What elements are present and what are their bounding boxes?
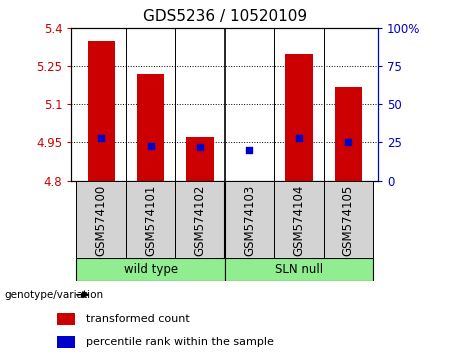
Title: GDS5236 / 10520109: GDS5236 / 10520109 [142,9,307,24]
Text: GSM574105: GSM574105 [342,184,355,256]
Point [246,147,253,153]
Text: SLN null: SLN null [275,263,323,276]
Bar [186,137,213,181]
Bar [77,181,126,258]
Point [97,135,105,141]
Text: GSM574100: GSM574100 [95,184,107,256]
Text: GSM574104: GSM574104 [292,184,305,256]
Bar [126,181,175,258]
Bar [225,258,373,281]
Bar [57,313,76,325]
Bar [137,74,164,181]
Text: wild type: wild type [124,263,177,276]
Bar [285,54,313,181]
Point [196,144,204,150]
Text: transformed count: transformed count [86,314,189,324]
Text: genotype/variation: genotype/variation [5,290,104,300]
Bar [324,181,373,258]
Bar [274,181,324,258]
Point [147,143,154,148]
Point [345,140,352,145]
Bar [77,258,225,281]
Bar [88,41,115,181]
Point [295,135,302,141]
Bar [225,181,274,258]
Bar [175,181,225,258]
Text: GSM574101: GSM574101 [144,184,157,256]
Text: GSM574102: GSM574102 [194,184,207,256]
Bar [57,336,76,348]
Text: GSM574103: GSM574103 [243,184,256,256]
Bar [335,87,362,181]
Text: percentile rank within the sample: percentile rank within the sample [86,337,273,347]
